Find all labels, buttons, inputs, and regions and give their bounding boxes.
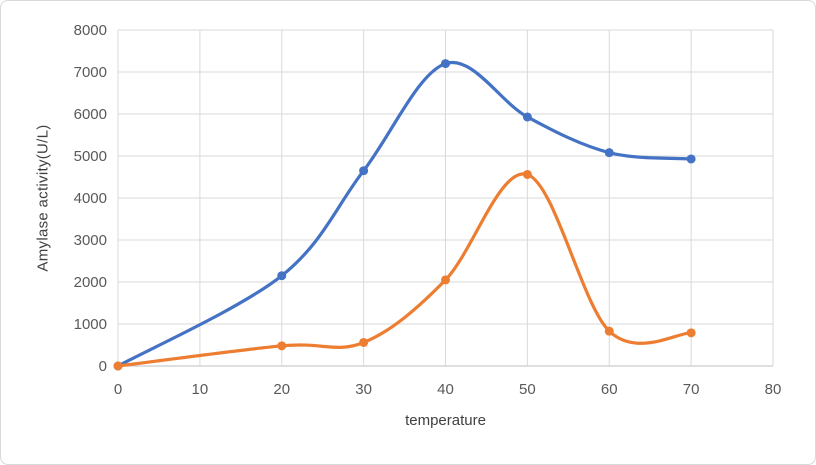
orange-series-marker bbox=[686, 328, 696, 338]
orange-series-marker bbox=[604, 326, 614, 336]
x-tick-label: 40 bbox=[437, 381, 454, 398]
orange-series-marker bbox=[113, 361, 123, 371]
x-tick-label: 10 bbox=[192, 381, 209, 398]
y-axis-title: Amylase activity(U/L) bbox=[34, 124, 52, 272]
orange-series-marker bbox=[359, 337, 369, 347]
blue-series-marker bbox=[686, 154, 696, 164]
x-tick-label: 20 bbox=[273, 381, 290, 398]
y-tick-label: 7000 bbox=[74, 64, 107, 81]
blue-series-marker bbox=[441, 59, 450, 69]
orange-series-marker bbox=[522, 169, 532, 179]
x-tick-label: 60 bbox=[601, 381, 618, 398]
blue-series-line bbox=[116, 60, 693, 368]
orange-series-marker bbox=[277, 341, 287, 351]
y-tick-label: 6000 bbox=[74, 106, 107, 123]
y-tick-label: 2000 bbox=[74, 274, 107, 291]
x-tick-label: 70 bbox=[683, 381, 700, 398]
x-tick-label: 50 bbox=[519, 381, 536, 398]
y-tick-label: 3000 bbox=[74, 232, 107, 249]
y-tick-label: 1000 bbox=[74, 316, 107, 333]
blue-series-marker bbox=[604, 148, 614, 158]
x-tick-label: 0 bbox=[114, 381, 122, 398]
orange-series-line bbox=[116, 172, 693, 368]
x-tick-label: 80 bbox=[765, 381, 782, 398]
y-tick-label: 4000 bbox=[74, 190, 107, 207]
blue-series-marker bbox=[522, 112, 532, 122]
x-axis-title: temperature bbox=[405, 412, 486, 429]
y-tick-label: 5000 bbox=[74, 148, 107, 165]
orange-series-marker bbox=[441, 275, 450, 285]
y-tick-label: 0 bbox=[99, 358, 107, 375]
x-tick-label: 30 bbox=[355, 381, 372, 398]
blue-series-marker bbox=[277, 271, 287, 281]
y-tick-label: 8000 bbox=[74, 22, 107, 39]
blue-series-marker bbox=[359, 166, 369, 176]
